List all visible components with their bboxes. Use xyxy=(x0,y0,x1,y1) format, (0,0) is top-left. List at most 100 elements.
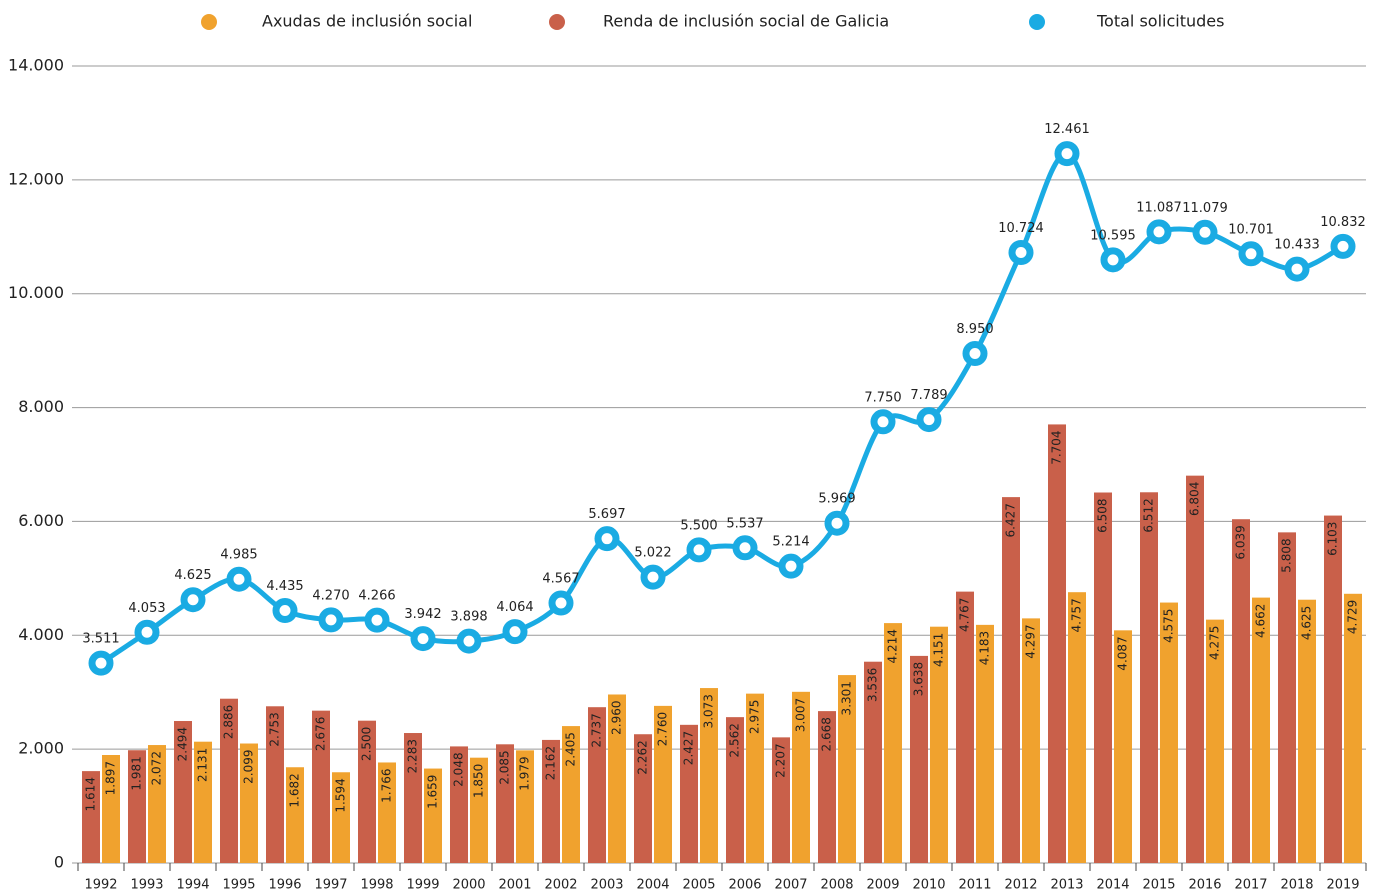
bar-value-label: 2.494 xyxy=(176,727,190,761)
bar xyxy=(1068,592,1086,863)
bar xyxy=(312,710,330,863)
line-marker xyxy=(778,553,804,579)
bar-value-label: 6.512 xyxy=(1142,498,1156,532)
bar-value-label: 7.704 xyxy=(1050,430,1064,464)
line-value-label: 4.266 xyxy=(358,589,395,604)
line-value-label: 5.969 xyxy=(818,492,855,507)
bar-value-label: 3.536 xyxy=(866,668,880,702)
bar-value-label: 1.682 xyxy=(288,773,302,807)
line-marker xyxy=(1238,241,1264,267)
bar-value-label: 2.427 xyxy=(682,731,696,765)
bar-value-label: 2.562 xyxy=(728,723,742,757)
bar-value-label: 1.897 xyxy=(104,761,118,795)
bar xyxy=(1048,424,1066,863)
line-value-label: 10.724 xyxy=(998,221,1044,236)
bar xyxy=(1160,602,1178,863)
bar xyxy=(286,767,304,863)
bar-value-label: 4.275 xyxy=(1208,626,1222,660)
x-tick-label: 2003 xyxy=(590,878,623,893)
bar xyxy=(1094,492,1112,863)
x-tick-label: 1997 xyxy=(314,878,347,893)
bar xyxy=(1324,515,1342,863)
x-tick-label: 1994 xyxy=(176,878,209,893)
bar xyxy=(1232,519,1250,863)
bar xyxy=(424,768,442,863)
line-marker xyxy=(318,607,344,633)
line-value-label: 10.832 xyxy=(1320,215,1366,230)
bar-value-label: 2.737 xyxy=(590,713,604,747)
bar-value-label: 2.048 xyxy=(452,752,466,786)
line-value-label: 10.595 xyxy=(1090,228,1136,243)
legend-label: Axudas de inclusión social xyxy=(262,12,472,31)
line-marker xyxy=(88,650,114,676)
bar xyxy=(1186,475,1204,863)
bar xyxy=(1206,619,1224,863)
bar-value-label: 2.405 xyxy=(564,732,578,766)
line-marker xyxy=(732,535,758,561)
bar xyxy=(838,675,856,863)
bar-value-label: 4.575 xyxy=(1162,609,1176,643)
bar-value-label: 3.301 xyxy=(840,681,854,715)
y-tick-label: 4.000 xyxy=(18,625,64,644)
bar xyxy=(608,694,626,863)
line-value-label: 11.087 xyxy=(1136,200,1182,215)
bar-value-label: 2.099 xyxy=(242,750,256,784)
bar xyxy=(562,726,580,863)
x-tick-label: 2002 xyxy=(544,878,577,893)
bar xyxy=(1344,593,1362,863)
line-value-label: 5.697 xyxy=(588,507,625,522)
bar-value-label: 2.207 xyxy=(774,743,788,777)
line-marker xyxy=(1192,219,1218,245)
bar xyxy=(746,693,764,863)
line-marker xyxy=(686,537,712,563)
bar-value-label: 1.981 xyxy=(130,756,144,790)
line-value-label: 4.435 xyxy=(266,579,303,594)
x-tick-label: 1995 xyxy=(222,878,255,893)
bar-value-label: 2.262 xyxy=(636,740,650,774)
line-marker xyxy=(364,607,390,633)
line-value-label: 5.500 xyxy=(680,518,717,533)
line-marker xyxy=(1054,141,1080,167)
bar-value-label: 2.676 xyxy=(314,717,328,751)
legend-label: Total solicitudes xyxy=(1096,12,1224,31)
line-marker xyxy=(1284,256,1310,282)
line-marker xyxy=(410,626,436,652)
bar xyxy=(470,757,488,863)
y-tick-label: 6.000 xyxy=(18,511,64,530)
legend-marker xyxy=(549,14,565,30)
x-tick-label: 2010 xyxy=(912,878,945,893)
line-value-label: 4.567 xyxy=(542,572,579,587)
bar-value-label: 2.085 xyxy=(498,750,512,784)
x-tick-label: 2001 xyxy=(498,878,531,893)
line-marker xyxy=(1146,219,1172,245)
x-tick-label: 2006 xyxy=(728,878,761,893)
bar xyxy=(128,750,146,863)
bar-value-label: 2.753 xyxy=(268,712,282,746)
x-tick-label: 2013 xyxy=(1050,878,1083,893)
bar-value-label: 2.668 xyxy=(820,717,834,751)
line-marker xyxy=(226,566,252,592)
line-value-label: 4.064 xyxy=(496,600,533,615)
line-value-label: 5.537 xyxy=(726,516,763,531)
bar xyxy=(1002,497,1020,863)
bar xyxy=(588,707,606,863)
line-marker xyxy=(134,619,160,645)
bar-value-label: 6.039 xyxy=(1234,525,1248,559)
x-tick-label: 1992 xyxy=(84,878,117,893)
x-tick-label: 2004 xyxy=(636,878,669,893)
bar xyxy=(1298,599,1316,863)
line-value-label: 3.511 xyxy=(82,632,119,647)
bar-value-label: 1.979 xyxy=(518,756,532,790)
line-marker xyxy=(870,409,896,435)
bar xyxy=(864,661,882,863)
line-value-label: 8.950 xyxy=(956,322,993,337)
x-tick-label: 2018 xyxy=(1280,878,1313,893)
bar-value-label: 4.757 xyxy=(1070,598,1084,632)
bar-value-label: 6.508 xyxy=(1096,499,1110,533)
bar-value-label: 2.975 xyxy=(748,700,762,734)
x-tick-label: 2017 xyxy=(1234,878,1267,893)
bar xyxy=(496,744,514,863)
x-tick-label: 2008 xyxy=(820,878,853,893)
bar xyxy=(266,706,284,863)
